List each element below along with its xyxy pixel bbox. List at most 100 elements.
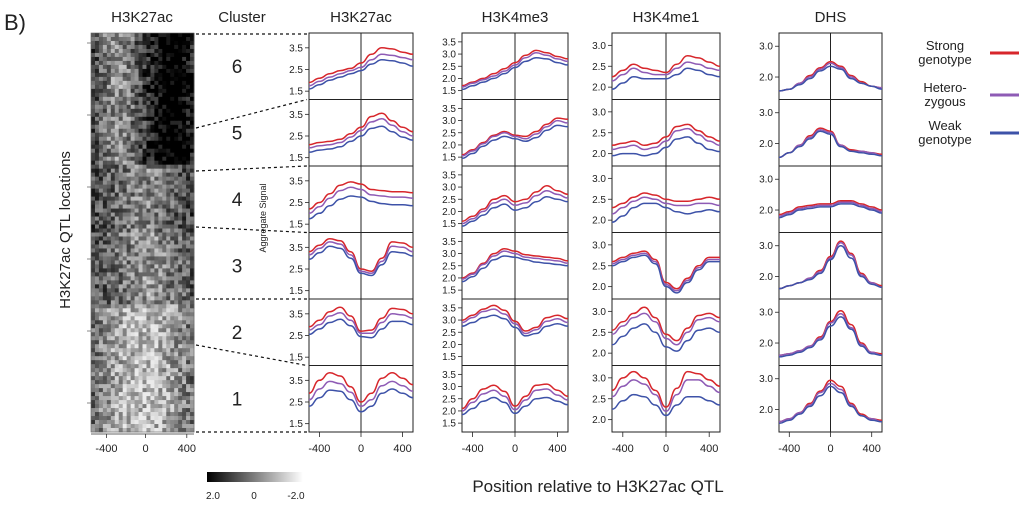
heatmap-cell <box>106 232 112 237</box>
heatmap-cell <box>166 252 171 257</box>
series-line <box>461 383 569 410</box>
heatmap-cell <box>150 100 155 106</box>
heatmap-cell <box>102 104 108 110</box>
heatmap-cell <box>154 300 159 305</box>
heatmap-cell <box>94 352 100 357</box>
heatmap-cell <box>154 104 159 110</box>
heatmap-cell <box>170 92 175 98</box>
heatmap-cell <box>134 284 139 289</box>
heatmap-cell <box>142 416 147 421</box>
heatmap-cell <box>178 396 183 401</box>
heatmap-cell <box>118 188 124 193</box>
heatmap-cell <box>118 304 124 309</box>
heatmap-cell <box>174 296 179 301</box>
heatmap-cell <box>106 60 112 66</box>
heatmap-cell <box>126 72 132 78</box>
heatmap-cell <box>110 352 116 357</box>
heatmap-cell <box>91 372 96 377</box>
heatmap-cell <box>166 428 171 433</box>
heatmap-cell <box>110 424 116 429</box>
heatmap-cell <box>134 268 139 273</box>
heatmap-cell <box>114 80 120 86</box>
heatmap-cell <box>118 200 124 205</box>
heatmap-cell <box>170 368 175 373</box>
heatmap-cell <box>114 100 120 106</box>
heatmap-cell <box>106 244 112 249</box>
heatmap-cell <box>106 256 112 261</box>
y-tick-label: 3.0 <box>592 107 606 118</box>
heatmap-cell <box>186 256 191 261</box>
heatmap-cell <box>182 280 187 285</box>
heatmap-cell <box>162 136 167 142</box>
heatmap-cell <box>130 52 135 58</box>
heatmap-cell <box>94 60 100 66</box>
heatmap-cell <box>178 408 183 413</box>
heatmap-cell <box>150 428 155 433</box>
heatmap-cell <box>98 264 104 269</box>
heatmap-cell <box>182 332 187 337</box>
heatmap-cell <box>170 184 175 190</box>
heatmap-cell <box>154 336 159 341</box>
heatmap-cell <box>94 356 100 361</box>
heatmap-cell <box>150 304 155 309</box>
heatmap-cell <box>91 148 96 154</box>
heatmap-cell <box>186 400 191 405</box>
heatmap-cell <box>106 164 112 170</box>
heatmap-cell <box>122 156 128 162</box>
heatmap-cell <box>94 420 100 425</box>
heatmap-cell <box>178 240 183 245</box>
heatmap-cell <box>106 280 112 285</box>
heatmap-cell <box>91 300 96 305</box>
heatmap-cell <box>102 56 108 62</box>
heatmap-cell <box>106 408 112 413</box>
heatmap-cell <box>162 360 167 365</box>
heatmap-cell <box>114 352 120 357</box>
series-line <box>611 379 721 413</box>
heatmap-cell <box>110 284 116 289</box>
heatmap-cell <box>130 172 135 178</box>
heatmap-cell <box>146 184 151 190</box>
heatmap-cell <box>98 176 104 182</box>
heatmap-cell <box>134 264 139 269</box>
heatmap-cell <box>94 212 100 217</box>
heatmap-cell <box>98 164 104 170</box>
heatmap-cell <box>158 304 163 309</box>
heatmap-cell <box>142 344 147 349</box>
heatmap-cell <box>122 320 128 325</box>
heatmap-cell <box>118 408 124 413</box>
heatmap-cell <box>182 188 187 193</box>
heatmap-cell <box>190 208 195 213</box>
heatmap-cell <box>118 352 124 357</box>
heatmap-cell <box>126 252 132 257</box>
chart-title: H3K27ac <box>330 9 392 26</box>
heatmap-cell <box>158 296 163 301</box>
heatmap-cell <box>102 320 108 325</box>
heatmap-cell <box>154 224 159 229</box>
y-tick-label: 3.0 <box>759 42 773 53</box>
heatmap-cell <box>178 164 183 170</box>
heatmap-cell <box>182 344 187 349</box>
heatmap-cell <box>178 352 183 357</box>
heatmap-cell <box>182 100 187 106</box>
heatmap-cell <box>158 420 163 425</box>
heatmap-cell <box>114 176 120 182</box>
heatmap-cell <box>186 112 191 118</box>
heatmap-cell <box>178 60 183 66</box>
heatmap-cell <box>182 380 187 385</box>
heatmap-cell <box>138 284 143 289</box>
y-tick-label: 1.5 <box>442 419 456 430</box>
heatmap-cell <box>162 84 167 90</box>
heatmap-cell <box>118 100 124 106</box>
y-tick-label: 3.0 <box>592 240 606 251</box>
heatmap-cell <box>110 396 116 401</box>
heatmap-cell <box>138 348 143 353</box>
heatmap-cell <box>186 404 191 409</box>
heatmap-cell <box>102 260 108 265</box>
heatmap-cell <box>91 380 96 385</box>
heatmap-cell <box>130 33 135 38</box>
heatmap-cell <box>170 224 175 229</box>
heatmap-cell <box>118 288 124 293</box>
heatmap-cell <box>146 396 151 401</box>
heatmap-cell <box>190 220 195 225</box>
heatmap-cell <box>91 184 96 190</box>
